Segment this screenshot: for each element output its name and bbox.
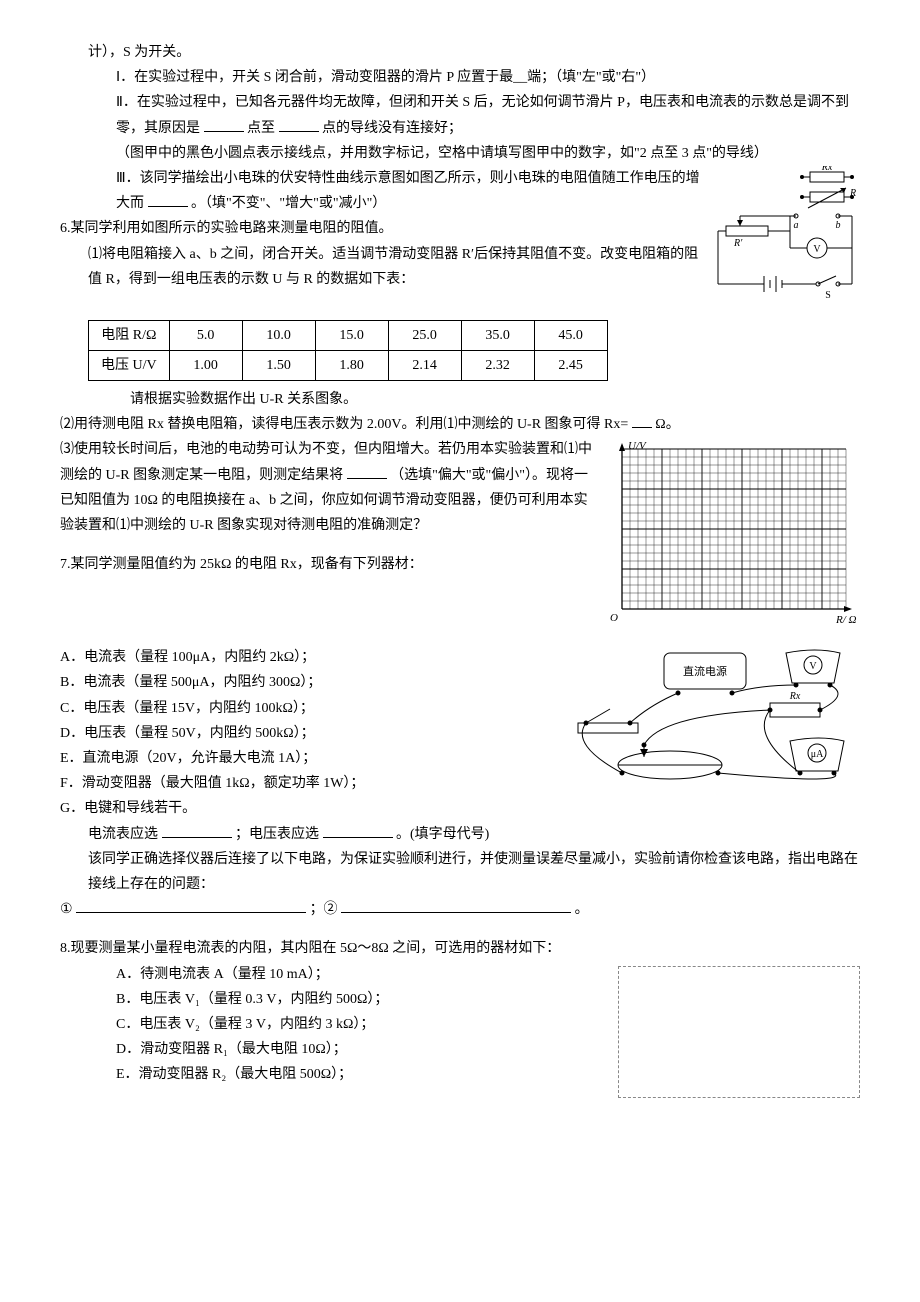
q7-sel-c: 。(填字母代号) — [396, 827, 489, 842]
blank[interactable] — [347, 464, 387, 479]
q5-iii-b: 。（填"不变"、"增大"或"减小"） — [191, 196, 386, 211]
q5-ii-b: 点至 — [247, 121, 275, 136]
q6-title: 6.某同学利用如图所示的实验电路来测量电阻的阻值。 — [60, 216, 710, 241]
svg-text:U/V: U/V — [628, 440, 647, 452]
q7-item: G．电键和导线若干。 — [60, 796, 554, 821]
blank[interactable] — [632, 413, 652, 428]
cell: 1.80 — [315, 350, 388, 380]
rp-label: R′ — [733, 238, 743, 249]
cell: 45.0 — [534, 320, 607, 350]
blank[interactable] — [204, 117, 244, 132]
b-label: b — [836, 220, 841, 231]
q7-item: A．电流表（量程 100μA，内阻约 2kΩ）； — [60, 645, 554, 670]
q6-circuit: Rx R R′ — [710, 166, 860, 314]
v-label: V — [813, 244, 821, 255]
intro-line: 计），S 为开关。 — [88, 40, 860, 65]
num2: ；② — [310, 897, 338, 922]
q7-item: C．电压表（量程 15V，内阻约 100kΩ）； — [60, 696, 554, 721]
rx-label: Rx — [821, 166, 833, 173]
cell: 35.0 — [461, 320, 534, 350]
q7-figure: 直流电源 V Rx μA — [560, 645, 860, 813]
cell: 电压 U/V — [89, 350, 170, 380]
q7-check: 该同学正确选择仪器后连接了以下电路，为保证实验顺利进行，并使测量误差尽量减小，实… — [88, 847, 860, 897]
q8-item: A．待测电流表 A（量程 10 mA）； — [116, 962, 618, 987]
q8-item: B．电压表 V₁（量程 0.3 V，内阻约 500Ω）； — [116, 987, 618, 1012]
blank[interactable] — [279, 117, 319, 132]
cell: 1.50 — [242, 350, 315, 380]
end: 。 — [575, 902, 589, 917]
q5-ii-note: （图甲中的黑色小圆点表示接线点，并用数字标记，空格中请填写图甲中的数字，如"2 … — [116, 141, 860, 166]
cell: 2.32 — [461, 350, 534, 380]
q7-item: D．电压表（量程 50V，内阻约 500kΩ）； — [60, 721, 554, 746]
q6-grid: U/V R/ Ω O — [600, 437, 860, 645]
blank[interactable] — [323, 823, 393, 838]
q6-p2: ⑵用待测电阻 Rx 替换电阻箱，读得电压表示数为 2.00V。利用⑴中测绘的 U… — [60, 412, 860, 437]
svg-text:O: O — [610, 612, 618, 624]
q7-sel-b: ；电压表应选 — [235, 827, 319, 842]
v-label: V — [809, 661, 817, 672]
q5-ii-c: 点的导线没有连接好； — [322, 121, 462, 136]
table-row: 电阻 R/Ω 5.0 10.0 15.0 25.0 35.0 45.0 — [89, 320, 608, 350]
q5-i: Ⅰ．在实验过程中，开关 S 闭合前，滑动变阻器的滑片 P 应置于最__端；（填"… — [116, 65, 860, 90]
q8-dashed-box — [618, 966, 860, 1098]
q7-title: 7.某同学测量阻值约为 25kΩ 的电阻 Rx，现备有下列器材： — [60, 552, 592, 577]
num1: ① — [60, 897, 73, 922]
q6-p2a: ⑵用待测电阻 Rx 替换电阻箱，读得电压表示数为 2.00V。利用⑴中测绘的 U… — [60, 417, 628, 432]
q7-issues: ① ；② 。 — [60, 897, 860, 922]
q7-item: B．电流表（量程 500μA，内阻约 300Ω）； — [60, 670, 554, 695]
rx-label: Rx — [789, 691, 801, 702]
q5-iii: Ⅲ．该同学描绘出小电珠的伏安特性曲线示意图如图乙所示，则小电珠的电阻值随工作电压… — [116, 166, 710, 216]
q8-title: 8.现要测量某小量程电流表的内阻，其内阻在 5Ω～8Ω 之间，可选用的器材如下： — [60, 936, 618, 961]
q7-select: 电流表应选 ；电压表应选 。(填字母代号) — [88, 822, 860, 847]
blank[interactable] — [76, 898, 306, 913]
q7-sel-a: 电流表应选 — [88, 827, 158, 842]
q6-p2b: Ω。 — [655, 417, 679, 432]
q8-item: E．滑动变阻器 R₂（最大电阻 500Ω）； — [116, 1062, 618, 1087]
cell: 1.00 — [169, 350, 242, 380]
q6-table: 电阻 R/Ω 5.0 10.0 15.0 25.0 35.0 45.0 电压 U… — [88, 320, 608, 381]
cell: 2.14 — [388, 350, 461, 380]
blank[interactable] — [162, 823, 232, 838]
q8-item: C．电压表 V₂（量程 3 V，内阻约 3 kΩ）； — [116, 1012, 618, 1037]
q7-item: E．直流电源（20V，允许最大电流 1A）； — [60, 746, 554, 771]
cell: 电阻 R/Ω — [89, 320, 170, 350]
table-row: 电压 U/V 1.00 1.50 1.80 2.14 2.32 2.45 — [89, 350, 608, 380]
psu-label: 直流电源 — [683, 664, 727, 678]
blank[interactable] — [148, 192, 188, 207]
ua-label: μA — [811, 749, 824, 760]
q7-item: F．滑动变阻器（最大阻值 1kΩ，额定功率 1W）； — [60, 771, 554, 796]
cell: 15.0 — [315, 320, 388, 350]
cell: 2.45 — [534, 350, 607, 380]
s-label: S — [825, 290, 831, 301]
blank[interactable] — [341, 898, 571, 913]
svg-text:R/ Ω: R/ Ω — [835, 614, 857, 626]
q6-p1: ⑴将电阻箱接入 a、b 之间，闭合开关。适当调节滑动变阻器 R′后保持其阻值不变… — [88, 242, 710, 292]
q5-ii: Ⅱ．在实验过程中，已知各元器件均无故障，但闭和开关 S 后，无论如何调节滑片 P… — [116, 90, 860, 140]
q6-p1b: 请根据实验数据作出 U-R 关系图象。 — [130, 387, 860, 412]
a-label: a — [794, 220, 799, 231]
cell: 10.0 — [242, 320, 315, 350]
q6-p3: ⑶使用较长时间后，电池的电动势可认为不变，但内阻增大。若仍用本实验装置和⑴中测绘… — [60, 437, 592, 538]
q8-item: D．滑动变阻器 R₁（最大电阻 10Ω）； — [116, 1037, 618, 1062]
cell: 25.0 — [388, 320, 461, 350]
cell: 5.0 — [169, 320, 242, 350]
